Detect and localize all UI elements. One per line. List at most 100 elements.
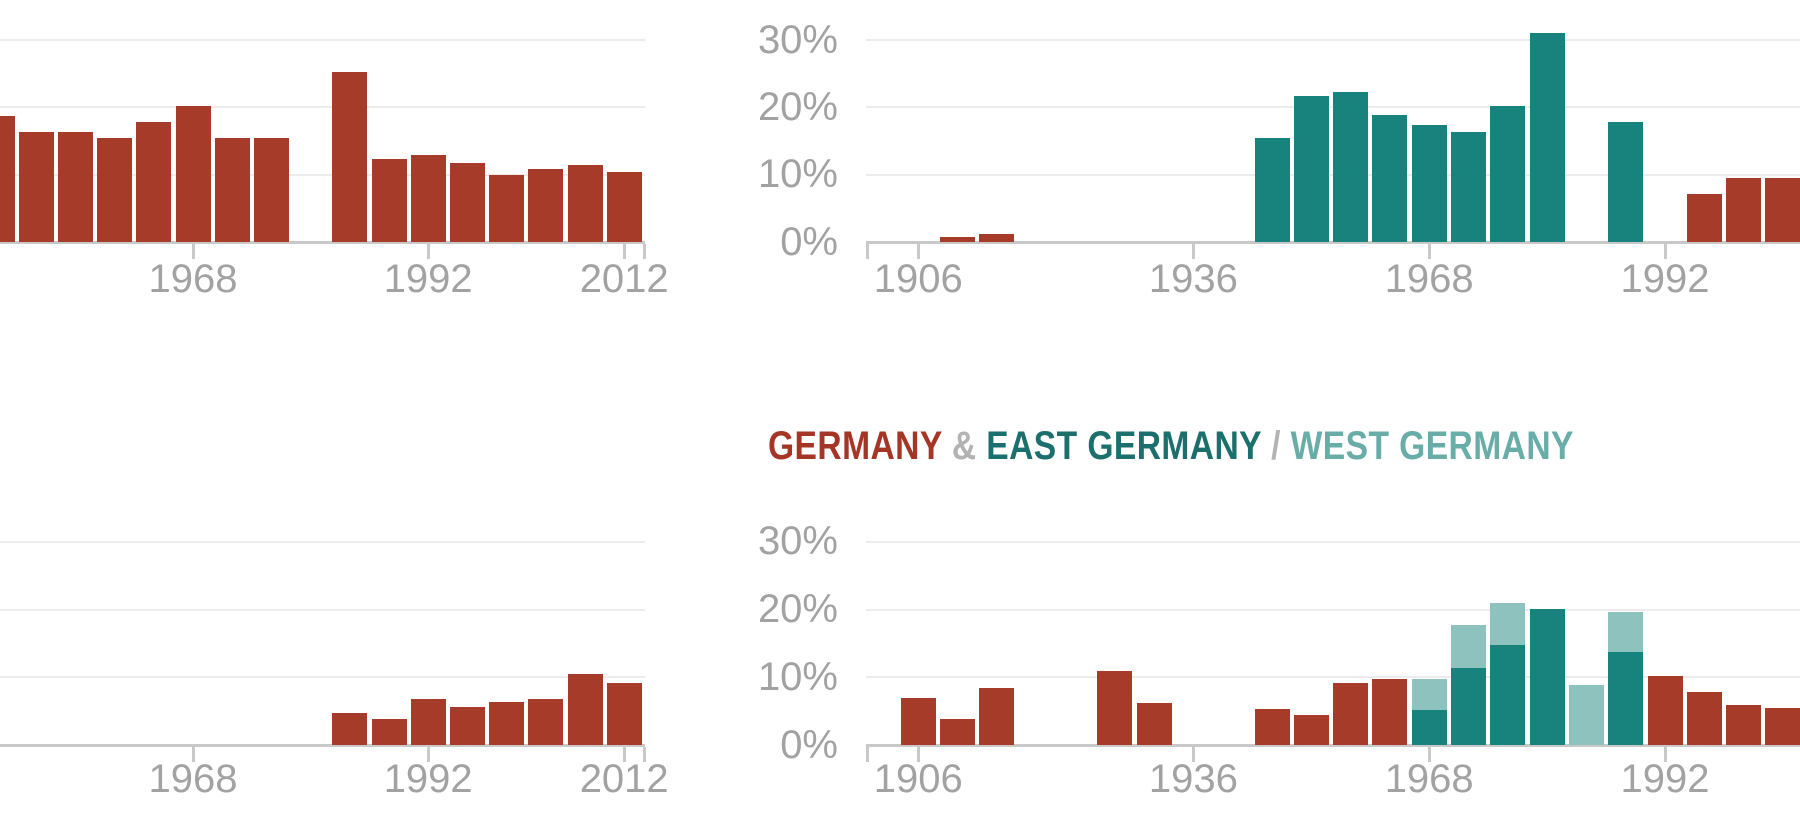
bar-segment-1912 <box>979 688 1015 745</box>
y-tick-label: 0% <box>780 219 838 264</box>
gridline-10pct <box>0 676 645 679</box>
x-tick-label: 1968 <box>148 757 238 801</box>
bar-segment-2004 <box>1765 708 1800 745</box>
bar-segment-1972 <box>214 138 250 242</box>
bar-segment-1968 <box>175 106 211 242</box>
bar-segment-1960 <box>97 138 133 242</box>
bar-segment-1996 <box>1686 194 1722 242</box>
axis-tick <box>426 243 430 259</box>
x-tick-label: 2012 <box>579 257 669 301</box>
bar-segment-1968 <box>1411 124 1447 242</box>
x-tick-label: 1936 <box>1148 257 1238 301</box>
x-tick-label: 1968 <box>1384 757 1474 801</box>
bar-segment-1984 <box>332 713 368 745</box>
bar-segment-1988 <box>371 158 407 242</box>
bar-segment-2000 <box>1726 178 1762 242</box>
bar-segment-1956 <box>57 131 93 242</box>
bar-segment-1984 <box>1568 684 1604 745</box>
gridline-30pct <box>0 540 645 543</box>
gridline-10pct <box>0 173 645 176</box>
axis-baseline <box>866 240 1800 244</box>
bar-segment-1906 <box>900 698 936 745</box>
bar-segment-2000 <box>1726 705 1762 745</box>
axis-tick <box>191 746 195 762</box>
axis-baseline <box>0 240 645 244</box>
bar-segment-1976 <box>1490 106 1526 242</box>
bar-segment-1980 <box>1529 608 1565 745</box>
axis-tick <box>916 243 920 259</box>
bar-segment-1992 <box>410 155 446 242</box>
gridline-20pct <box>866 106 1800 109</box>
bar-segment-1928 <box>1097 670 1133 745</box>
bar-segment-1956 <box>1293 95 1329 242</box>
bar-segment-1908 <box>940 236 976 242</box>
axis-start-tick <box>865 243 869 259</box>
bar-segment-1932 <box>1136 703 1172 745</box>
axis-tick <box>1427 243 1431 259</box>
bar-segment-1972 <box>1451 131 1486 242</box>
bar-segment-1988 <box>371 719 407 745</box>
bar-segment-1980 <box>1529 33 1565 242</box>
title-segment-slash: / <box>1261 424 1291 468</box>
title-segment-germany: GERMANY <box>768 424 943 468</box>
title-segment-ampersand: & <box>942 424 987 468</box>
x-tick-label: 1936 <box>1148 757 1238 801</box>
bar-segment-1964 <box>136 121 172 242</box>
bar-segment-2004 <box>1765 178 1800 242</box>
axis-end-tick <box>642 746 646 762</box>
title-segment-east-germany: EAST GERMANY <box>986 424 1262 468</box>
bar-segment-1968 <box>1411 678 1447 710</box>
bar-segment-1976 <box>1490 644 1526 745</box>
title-segment-west-germany: WEST GERMANY <box>1290 424 1574 468</box>
bar-segment-1988 <box>1608 651 1644 745</box>
y-tick-label: 20% <box>757 587 838 632</box>
axis-start-tick <box>865 746 869 762</box>
x-tick-label: 2012 <box>579 757 669 801</box>
bar-segment-2000 <box>489 702 525 745</box>
axis-baseline <box>866 743 1800 747</box>
bar-segment-2008 <box>567 673 603 745</box>
chart-title: GERMANY & EAST GERMANY / WEST GERMANY <box>768 423 1574 470</box>
gridline-20pct <box>0 608 645 611</box>
bar-segment-1992 <box>1647 675 1683 745</box>
y-tick-label: 20% <box>757 84 838 129</box>
bar-segment-1988 <box>1608 121 1644 242</box>
bar-segment-1964 <box>1372 115 1408 242</box>
gridline-10pct <box>866 173 1800 176</box>
x-tick-label: 1906 <box>873 757 963 801</box>
bar-segment-1956 <box>1293 714 1329 745</box>
bar-segment-1960 <box>1333 91 1369 242</box>
axis-tick <box>622 746 626 762</box>
bar-segment-2008 <box>567 165 603 242</box>
gridline-20pct <box>0 106 645 109</box>
bar-segment-1952 <box>18 131 54 242</box>
bar-segment-1996 <box>449 707 485 745</box>
bar-segment-2004 <box>528 168 564 242</box>
bar-segment-1952 <box>1254 709 1290 745</box>
x-tick-label: 1968 <box>148 257 238 301</box>
bar-segment-1948 <box>0 116 15 242</box>
x-tick-label: 1992 <box>1620 757 1710 801</box>
axis-tick <box>1191 243 1195 259</box>
x-tick-label: 1906 <box>873 257 963 301</box>
bar-segment-1984 <box>332 72 368 242</box>
y-tick-label: 30% <box>757 17 838 62</box>
bar-segment-1972 <box>1451 625 1486 669</box>
gridline-30pct <box>0 39 645 42</box>
axis-tick <box>622 243 626 259</box>
bar-segment-1988 <box>1608 611 1644 652</box>
axis-tick <box>916 746 920 762</box>
axis-baseline <box>0 743 645 747</box>
x-tick-label: 1992 <box>383 757 473 801</box>
bar-segment-1976 <box>1490 602 1526 645</box>
bar-segment-2012 <box>606 683 642 745</box>
bar-segment-1968 <box>1411 709 1447 745</box>
bar-segment-2000 <box>489 174 525 242</box>
y-tick-label: 0% <box>780 722 838 767</box>
x-tick-label: 1968 <box>1384 257 1474 301</box>
bar-segment-1976 <box>253 138 289 242</box>
